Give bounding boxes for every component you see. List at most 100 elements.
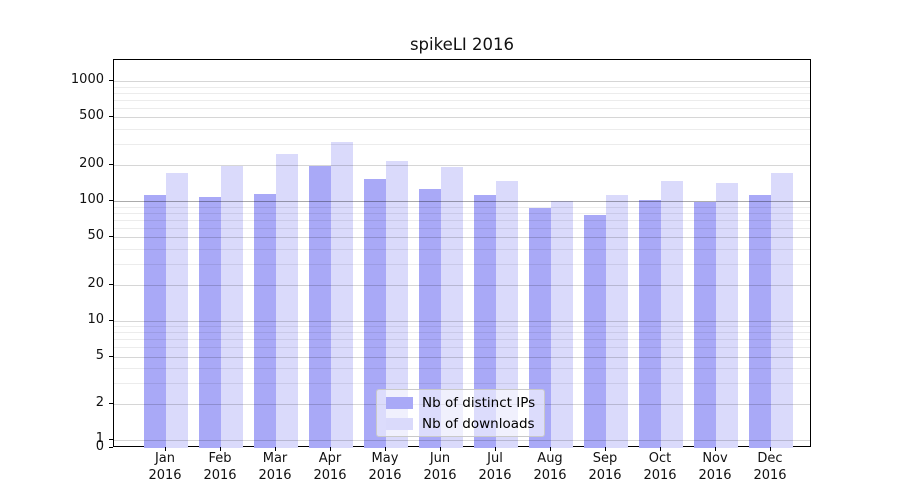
x-tick-month: Oct (648, 451, 672, 466)
x-tick-month: Jan (154, 451, 176, 466)
x-tick-mark (220, 447, 221, 451)
x-tick-year: 2016 (643, 467, 677, 483)
x-tick-year: 2016 (753, 467, 787, 483)
x-tick-month: Mar (262, 451, 288, 466)
bar-nb-of-downloads-apr (331, 142, 353, 448)
bar-nb-of-downloads-may (386, 160, 408, 448)
bar-nb-of-downloads-oct (661, 181, 683, 448)
bar-nb-of-downloads-jan (166, 172, 188, 448)
y-tick-mark (109, 236, 113, 237)
bar-nb-of-downloads-sep (606, 195, 628, 448)
gridline-1000 (114, 81, 810, 83)
gridline-90 (114, 206, 810, 208)
gridline-6 (114, 347, 810, 349)
gridlines-layer (114, 60, 810, 446)
legend-item-downloads: Nb of downloads (386, 416, 535, 432)
x-tick-mark (715, 447, 716, 451)
gridline-80 (114, 212, 810, 214)
x-tick-month: Dec (757, 451, 783, 466)
y-tick-mark (109, 403, 113, 405)
gridline-60 (114, 227, 810, 229)
x-tick-year: 2016 (533, 467, 567, 483)
gridline-8 (114, 332, 810, 334)
gridline-9 (114, 326, 810, 328)
bar-nb-of-distinct-ips-feb (199, 197, 221, 448)
y-tick-mark (109, 116, 113, 118)
bar-nb-of-distinct-ips-oct (639, 200, 661, 448)
x-tick-month: Nov (702, 451, 728, 466)
y-tick-mark (109, 355, 113, 357)
x-tick-mark (550, 447, 551, 451)
y-tick-label-100: 100 (79, 192, 104, 207)
gridline-50 (114, 237, 810, 238)
plot-area (113, 59, 811, 448)
bar-nb-of-downloads-jul (496, 180, 518, 448)
x-tick-month: Jun (429, 451, 451, 466)
x-tick-mark (330, 447, 331, 451)
x-tick-mark (440, 447, 441, 451)
y-tick-mark (109, 163, 113, 165)
gridline-900 (114, 86, 810, 88)
y-tick-label-20: 20 (87, 275, 104, 291)
x-tick-year: 2016 (258, 467, 292, 483)
bar-nb-of-downloads-dec (771, 173, 793, 448)
legend-item-distinct-ips: Nb of distinct IPs (386, 395, 535, 411)
legend-label-downloads: Nb of downloads (422, 415, 535, 432)
y-tick-label-5: 5 (95, 347, 104, 363)
x-tick-year: 2016 (148, 467, 182, 483)
x-tick-year: 2016 (588, 467, 622, 483)
legend-swatch-distinct-ips (386, 396, 413, 409)
gridline-400 (114, 129, 810, 130)
x-tick-month: Sep (592, 451, 618, 466)
y-tick-label-10: 10 (87, 311, 104, 327)
x-tick-label-feb: Feb 2016 (180, 451, 260, 484)
gridline-70 (114, 219, 810, 221)
x-tick-year: 2016 (478, 467, 512, 483)
y-tick-label-200: 200 (79, 155, 104, 171)
x-tick-label-jun: Jun 2016 (400, 451, 480, 484)
x-tick-year: 2016 (368, 467, 402, 483)
y-tick-label-1: 1 (95, 431, 104, 447)
bar-nb-of-downloads-mar (276, 154, 298, 448)
legend: Nb of distinct IPs Nb of downloads (376, 389, 545, 437)
y-tick-label-1000: 1000 (70, 72, 104, 88)
gridline-300 (114, 143, 810, 145)
x-tick-mark (165, 447, 166, 451)
x-tick-mark (660, 447, 661, 451)
y-tick-mark (109, 283, 113, 285)
chart-title: spikeLI 2016 (409, 35, 515, 54)
legend-label-distinct-ips: Nb of distinct IPs (422, 394, 536, 411)
y-tick-mark (109, 439, 113, 441)
bar-nb-of-distinct-ips-sep (584, 214, 606, 448)
x-tick-year: 2016 (698, 467, 732, 483)
x-tick-mark (275, 447, 276, 451)
y-tick-label-500: 500 (79, 108, 104, 124)
bar-nb-of-distinct-ips-jul (474, 195, 496, 448)
y-tick-label-2: 2 (95, 395, 104, 411)
y-tick-label-50: 50 (87, 228, 104, 243)
x-tick-label-dec: Dec 2016 (730, 451, 810, 484)
x-tick-label-oct: Oct 2016 (620, 451, 700, 484)
bar-nb-of-distinct-ips-may (364, 179, 386, 448)
x-tick-month: Jul (487, 451, 503, 466)
x-tick-label-mar: Mar 2016 (235, 451, 315, 484)
bar-nb-of-downloads-aug (551, 201, 573, 448)
gridline-100 (114, 201, 810, 202)
x-tick-label-jul: Jul 2016 (455, 451, 535, 484)
y-tick-mark (109, 447, 113, 448)
gridline-7 (114, 339, 810, 341)
bar-nb-of-distinct-ips-jun (419, 188, 441, 448)
gridline-20 (114, 284, 810, 286)
bar-nb-of-downloads-nov (716, 182, 738, 448)
y-tick-mark (109, 200, 113, 201)
bar-nb-of-distinct-ips-jan (144, 194, 166, 448)
gridline-800 (114, 93, 810, 94)
gridline-200 (114, 165, 810, 166)
gridline-500 (114, 117, 810, 119)
bar-nb-of-downloads-feb (221, 165, 243, 448)
x-tick-month: May (371, 451, 399, 466)
bar-nb-of-downloads-jun (441, 167, 463, 448)
y-tick-label-0: 0 (95, 439, 104, 454)
x-tick-month: Feb (208, 451, 232, 466)
x-tick-year: 2016 (423, 467, 457, 483)
